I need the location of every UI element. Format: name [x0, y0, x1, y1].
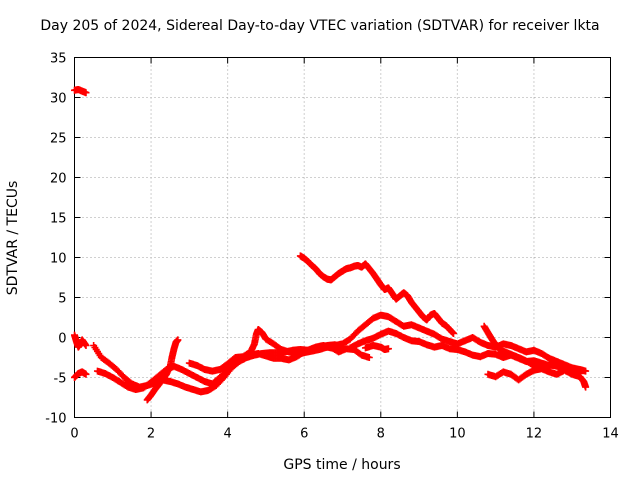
x-tick-label: 4: [224, 427, 232, 442]
data-point: [582, 383, 590, 391]
data-point: [82, 370, 90, 378]
data-point: [384, 345, 392, 353]
x-tick-label: 6: [300, 427, 308, 442]
x-tick-label: 12: [526, 427, 543, 442]
y-tick-label: 5: [58, 292, 66, 307]
y-tick-label: 25: [50, 132, 67, 147]
data-point: [174, 336, 182, 344]
y-tick-label: -10: [45, 412, 66, 427]
data-point: [450, 330, 458, 337]
x-tick-label: 8: [377, 427, 385, 442]
y-tick-label: -5: [54, 372, 67, 387]
y-tick-label: 10: [50, 252, 67, 267]
x-tick-label: 14: [602, 427, 619, 442]
x-axis-label: GPS time / hours: [283, 457, 401, 473]
chart-title: Day 205 of 2024, Sidereal Day-to-day VTE…: [40, 18, 600, 34]
data-points: [71, 86, 590, 404]
x-tick-label: 0: [70, 427, 78, 442]
y-tick-label: 0: [58, 332, 66, 347]
y-tick-label: 30: [50, 92, 67, 107]
plot-frame: [74, 57, 611, 418]
x-tick-label: 2: [147, 427, 155, 442]
gridlines: [74, 57, 611, 418]
y-tick-label: 15: [50, 212, 67, 227]
x-tick-label: 10: [449, 427, 466, 442]
y-tick-label: 35: [50, 52, 67, 67]
data-point: [82, 89, 90, 97]
data-point: [365, 354, 373, 361]
axis-ticks: 0 2 4 6 8 10 12 14 -10 -5 0 5 10 15 20 25 30 35: [45, 52, 619, 442]
y-tick-label: 20: [50, 172, 67, 187]
y-axis-label: SDTVAR / TECUs: [5, 180, 21, 296]
data-point: [82, 342, 90, 349]
